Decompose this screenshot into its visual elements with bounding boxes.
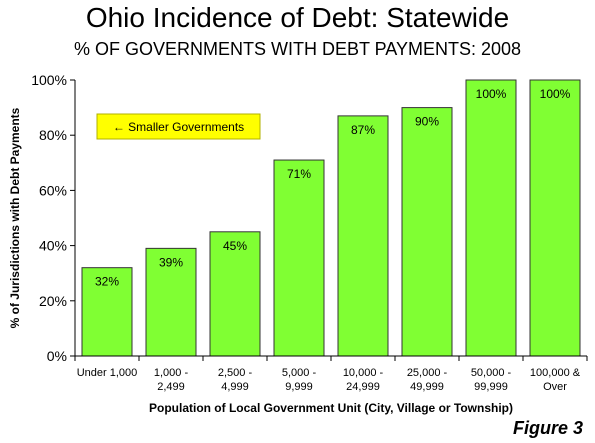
bar-data-label: 90%: [415, 115, 439, 129]
bar-data-label: 39%: [159, 255, 183, 269]
annotation-box: [96, 113, 261, 140]
x-tick-label: Under 1,000: [77, 367, 138, 379]
y-axis-ticks: 0% 20% 40% 60% 80% 100%: [31, 72, 75, 364]
bar: [209, 231, 261, 357]
bar-data-label: 32%: [95, 275, 119, 289]
bar: [529, 79, 581, 357]
x-tick-label: 10,000 -: [343, 367, 384, 379]
annotation-text: ← Smaller Governments: [113, 120, 244, 134]
x-tick-label: 4,999: [221, 381, 249, 393]
y-tick-label: 60%: [39, 182, 67, 198]
bar-data-label: 71%: [287, 167, 311, 181]
y-axis-title: % of Jurisdictions with Debt Payments: [8, 107, 22, 328]
figure-label: Figure 3: [512, 418, 583, 438]
y-tick-label: 40%: [39, 238, 67, 254]
bar-data-label: 45%: [223, 239, 247, 253]
bar: [145, 247, 197, 357]
x-tick-label: 25,000 -: [407, 367, 448, 379]
bar: [81, 267, 133, 357]
chart-subtitle: % OF GOVERNMENTS WITH DEBT PAYMENTS: 200…: [73, 39, 522, 59]
x-tick-label: 100,000 &: [530, 367, 581, 379]
y-tick-label: 0%: [47, 348, 67, 364]
chart-title: Ohio Incidence of Debt: Statewide: [85, 2, 510, 33]
x-tick-label: 2,500 -: [218, 367, 253, 379]
x-tick-label: 9,999: [285, 381, 313, 393]
y-tick-label: 20%: [39, 293, 67, 309]
x-tick-label: 2,499: [157, 381, 185, 393]
bar: [337, 115, 389, 357]
x-tick-label: 1,000 -: [154, 367, 189, 379]
bar: [273, 159, 325, 357]
y-tick-label: 80%: [39, 127, 67, 143]
x-axis-tick-labels: Under 1,000 1,000 - 2,499 2,500 - 4,999 5,000…: [74, 356, 588, 393]
bar: [401, 107, 453, 357]
bar-series: 32% 39% 45% 71% 87% 90% 100% 100%: [81, 79, 581, 357]
smaller-governments-annotation: ← Smaller Governments: [96, 113, 261, 140]
x-tick-label: 24,999: [346, 381, 380, 393]
bar-data-label: 87%: [351, 123, 375, 137]
bar-data-label: 100%: [540, 87, 571, 101]
bar: [465, 79, 517, 357]
x-tick-label: 99,999: [474, 381, 508, 393]
y-tick-label: 100%: [31, 72, 67, 88]
x-axis-title: Population of Local Government Unit (Cit…: [149, 401, 513, 415]
bar-data-label: 100%: [476, 87, 507, 101]
x-tick-label: 49,999: [410, 381, 444, 393]
x-tick-label: 50,000 -: [471, 367, 512, 379]
x-tick-label: Over: [543, 381, 567, 393]
x-tick-label: 5,000 -: [282, 367, 317, 379]
